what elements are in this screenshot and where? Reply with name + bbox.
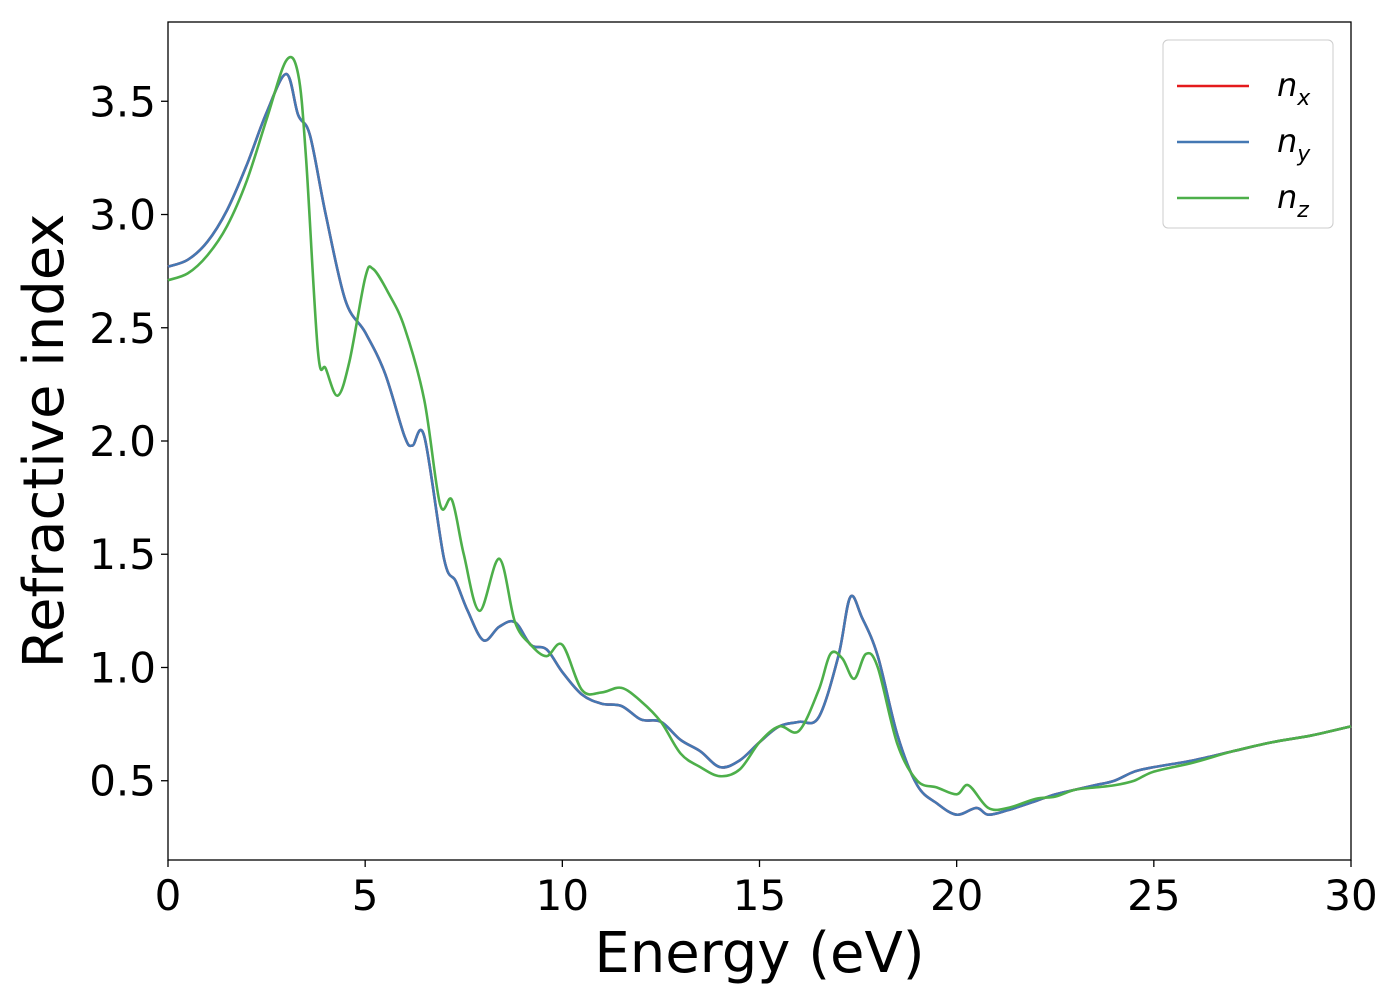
- x-tick-label: 25: [1127, 871, 1180, 920]
- x-tick-label: 15: [733, 871, 786, 920]
- x-tick-label: 5: [352, 871, 379, 920]
- series-line-y: [167, 72, 1352, 817]
- x-tick-label: 20: [930, 871, 983, 920]
- y-tick-label: 2.5: [89, 304, 156, 353]
- y-tick-label: 0.5: [89, 757, 156, 806]
- series-line-z: [167, 55, 1352, 812]
- x-tick-label: 30: [1324, 871, 1377, 920]
- y-tick-label: 3.0: [89, 191, 156, 240]
- plot-area: [167, 21, 1352, 861]
- y-tick-label: 1.0: [89, 643, 156, 692]
- x-tick-label: 10: [536, 871, 589, 920]
- y-tick-label: 2.0: [89, 417, 156, 466]
- x-tick-label: 0: [155, 871, 182, 920]
- y-axis-title: Refractive index: [12, 214, 77, 669]
- y-tick-label: 1.5: [89, 530, 156, 579]
- tick-layer: 0 5 10 15 20 25 30 0.5 1.0 1.5 2.0 2.5 3.0 3.5: [89, 77, 1378, 920]
- series-layer: [167, 55, 1352, 817]
- y-tick-label: 3.5: [89, 77, 156, 126]
- x-axis-title: Energy (eV): [594, 921, 924, 986]
